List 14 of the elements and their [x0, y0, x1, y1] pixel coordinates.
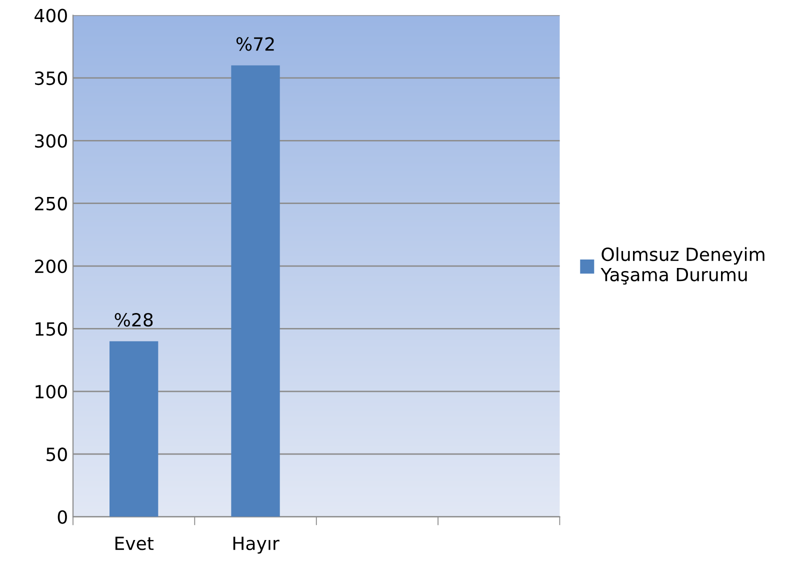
x-tick-label: Hayır	[233, 536, 280, 554]
y-tick-label: 0	[58, 510, 67, 524]
y-tick-label: 200	[35, 259, 67, 274]
annotation: %72	[236, 37, 274, 51]
y-tick-label: 300	[35, 134, 67, 148]
y-tick-label: 50	[46, 448, 67, 462]
y-tick-label: 150	[36, 322, 67, 336]
y-tick-label: 400	[34, 8, 67, 22]
y-tick-label: 250	[35, 196, 67, 210]
legend-label: Olumsuz Deneyim Yaşama Durumu	[600, 247, 764, 285]
x-tick-label: Evet	[115, 536, 154, 550]
annotation: %28	[114, 312, 153, 327]
y-tick-label: 350	[35, 71, 67, 86]
y-tick-label: 100	[36, 384, 67, 399]
